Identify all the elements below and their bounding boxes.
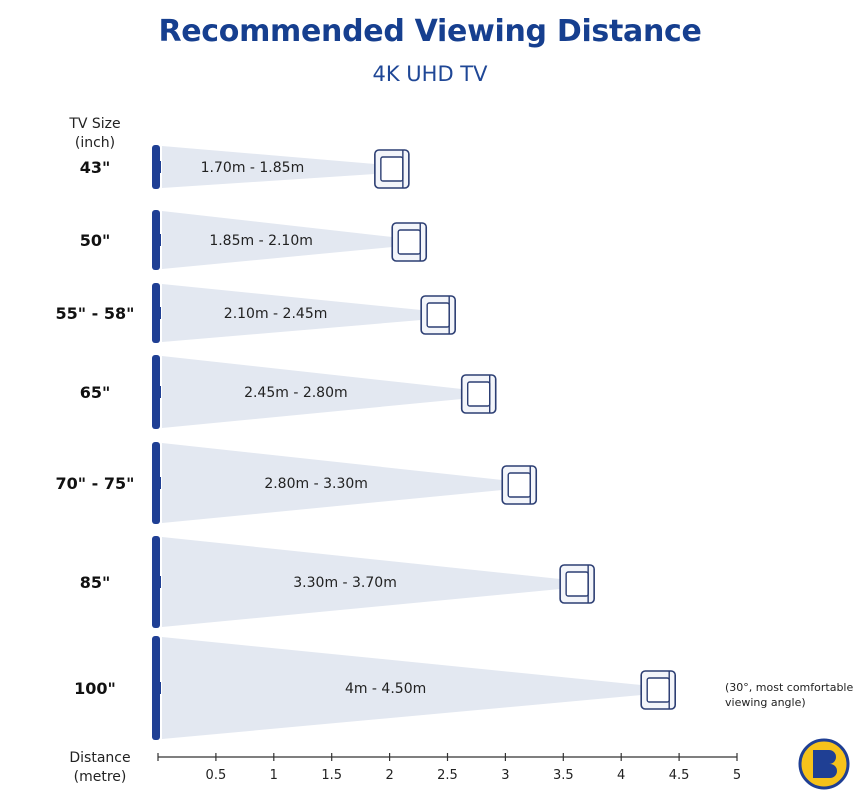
distance-range-label: 3.30m - 3.70m xyxy=(293,575,397,591)
tv-screen-icon xyxy=(152,210,160,270)
tv-size-label: 100" xyxy=(74,679,116,698)
x-axis-tick-label: 5 xyxy=(733,768,741,783)
tv-size-label: 85" xyxy=(80,573,111,592)
x-axis-tick-label: 3.5 xyxy=(553,768,574,783)
distance-range-label: 1.70m - 1.85m xyxy=(201,160,305,176)
distance-range-label: 2.80m - 3.30m xyxy=(264,476,368,492)
tv-screen-icon xyxy=(152,636,160,740)
viewing-angle-note: (30°, most comfortable xyxy=(725,681,853,694)
chart-title: Recommended Viewing Distance xyxy=(158,14,702,49)
distance-range-label: 2.10m - 2.45m xyxy=(224,306,328,322)
armchair-seat xyxy=(426,302,450,328)
viewing-cone xyxy=(162,146,375,188)
armchair-seat xyxy=(507,472,531,498)
tv-stand-icon xyxy=(159,386,161,398)
viewing-cone xyxy=(162,637,642,739)
distance-range-label: 2.45m - 2.80m xyxy=(244,385,348,401)
tv-size-label: 70" - 75" xyxy=(56,474,135,493)
tv-size-label: 50" xyxy=(80,231,111,250)
viewing-cone xyxy=(162,356,462,428)
y-axis-label-line: (inch) xyxy=(75,135,115,151)
x-axis-tick-label: 1.5 xyxy=(321,768,342,783)
chart-subtitle: 4K UHD TV xyxy=(372,62,488,86)
armchair-seat xyxy=(646,677,670,703)
armchair-seat xyxy=(467,381,491,407)
x-axis-tick-label: 4.5 xyxy=(669,768,690,783)
tv-size-label: 55" - 58" xyxy=(56,304,135,323)
x-axis-tick-label: 2.5 xyxy=(437,768,458,783)
tv-stand-icon xyxy=(159,477,161,489)
tv-screen-icon xyxy=(152,536,160,628)
viewing-cone xyxy=(162,211,393,269)
x-axis-tick-label: 1 xyxy=(270,768,278,783)
y-axis-label-line: TV Size xyxy=(68,116,120,132)
tv-stand-icon xyxy=(159,161,161,173)
x-axis-tick-label: 2 xyxy=(385,768,393,783)
x-axis-label-line: Distance xyxy=(69,750,130,766)
tv-screen-icon xyxy=(152,145,160,189)
viewing-cone xyxy=(162,443,503,523)
viewing-angle-note: viewing angle) xyxy=(725,696,806,709)
x-axis-tick-label: 3 xyxy=(501,768,509,783)
viewing-cone xyxy=(162,537,561,627)
tv-stand-icon xyxy=(159,682,161,694)
armchair-seat xyxy=(397,229,421,255)
armchair-seat xyxy=(565,571,589,597)
tv-size-label: 65" xyxy=(80,383,111,402)
tv-stand-icon xyxy=(159,234,161,246)
x-axis-label-line: (metre) xyxy=(74,769,127,785)
tv-stand-icon xyxy=(159,307,161,319)
viewing-cone xyxy=(162,284,422,342)
distance-range-label: 1.85m - 2.10m xyxy=(209,233,313,249)
armchair-seat xyxy=(380,156,404,182)
tv-screen-icon xyxy=(152,442,160,524)
distance-range-label: 4m - 4.50m xyxy=(345,681,426,697)
x-axis-tick-label: 4 xyxy=(617,768,625,783)
tv-stand-icon xyxy=(159,576,161,588)
tv-size-label: 43" xyxy=(80,158,111,177)
tv-screen-icon xyxy=(152,355,160,429)
tv-screen-icon xyxy=(152,283,160,343)
brand-logo-icon xyxy=(798,738,850,790)
x-axis-tick-label: 0.5 xyxy=(206,768,227,783)
